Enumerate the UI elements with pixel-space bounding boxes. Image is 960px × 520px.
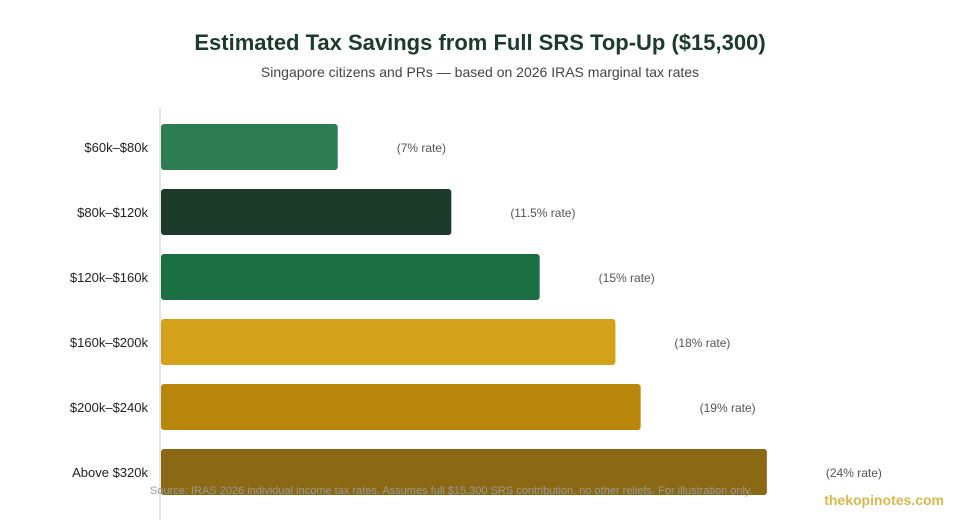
chart-subtitle: Singapore citizens and PRs — based on 20… (260, 64, 700, 80)
bar (161, 384, 641, 430)
rate-annotation: (18% rate) (674, 336, 730, 350)
rate-annotation: (24% rate) (826, 466, 882, 480)
category-label: $160k–$200k (70, 335, 149, 350)
category-label: $80k–$120k (77, 205, 148, 220)
rate-annotation: (15% rate) (599, 271, 655, 285)
category-label: Above $320k (72, 465, 148, 480)
rate-annotation: (11.5% rate) (510, 206, 575, 220)
source-note: Source: IRAS 2026 individual income tax … (150, 485, 753, 497)
brand-watermark: thekopinotes.com (824, 492, 944, 508)
bar (161, 449, 767, 495)
chart-title: Estimated Tax Savings from Full SRS Top-… (194, 30, 766, 55)
category-label: $60k–$80k (84, 140, 148, 155)
rate-annotation: (19% rate) (700, 401, 756, 415)
bars-group: $60k–$80k (7% rate) $80k–$120k (11.5% rate)… (70, 124, 882, 495)
rate-annotation: (7% rate) (397, 141, 446, 155)
bar (161, 189, 452, 235)
bar (161, 254, 540, 300)
bar (161, 124, 338, 170)
category-label: $120k–$160k (70, 270, 149, 285)
bar (161, 319, 616, 365)
category-label: $200k–$240k (70, 400, 149, 415)
